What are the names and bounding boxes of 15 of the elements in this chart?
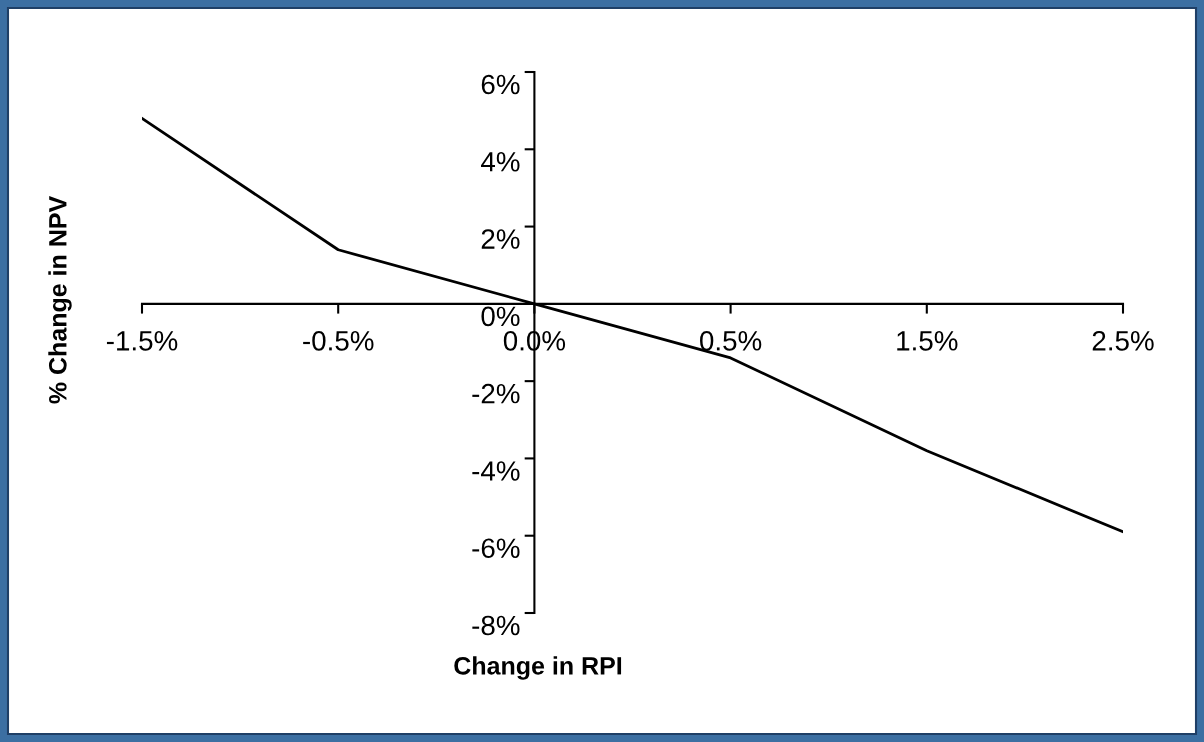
y-tick-label: -6% [472,538,520,559]
y-tick-label: -2% [472,383,520,404]
x-tick-label: 1.5% [897,331,958,351]
x-tick-label: 0.5% [700,330,762,351]
y-tick-label: 2% [481,229,520,249]
y-tick-label: -8% [472,615,520,636]
y-tick-label: 6% [481,74,520,95]
y-tick-label: 4% [481,152,520,172]
x-tick-label: -1.5% [106,331,178,351]
x-axis-title: Change in RPI [454,656,622,680]
y-axis-title: % Change in NPV [48,195,72,404]
x-tick-label: -0.5% [303,330,374,351]
x-tick-label: 2.5% [1092,330,1154,351]
y-tick-label: 0% [481,306,520,327]
y-tick-label: -4% [472,461,520,481]
